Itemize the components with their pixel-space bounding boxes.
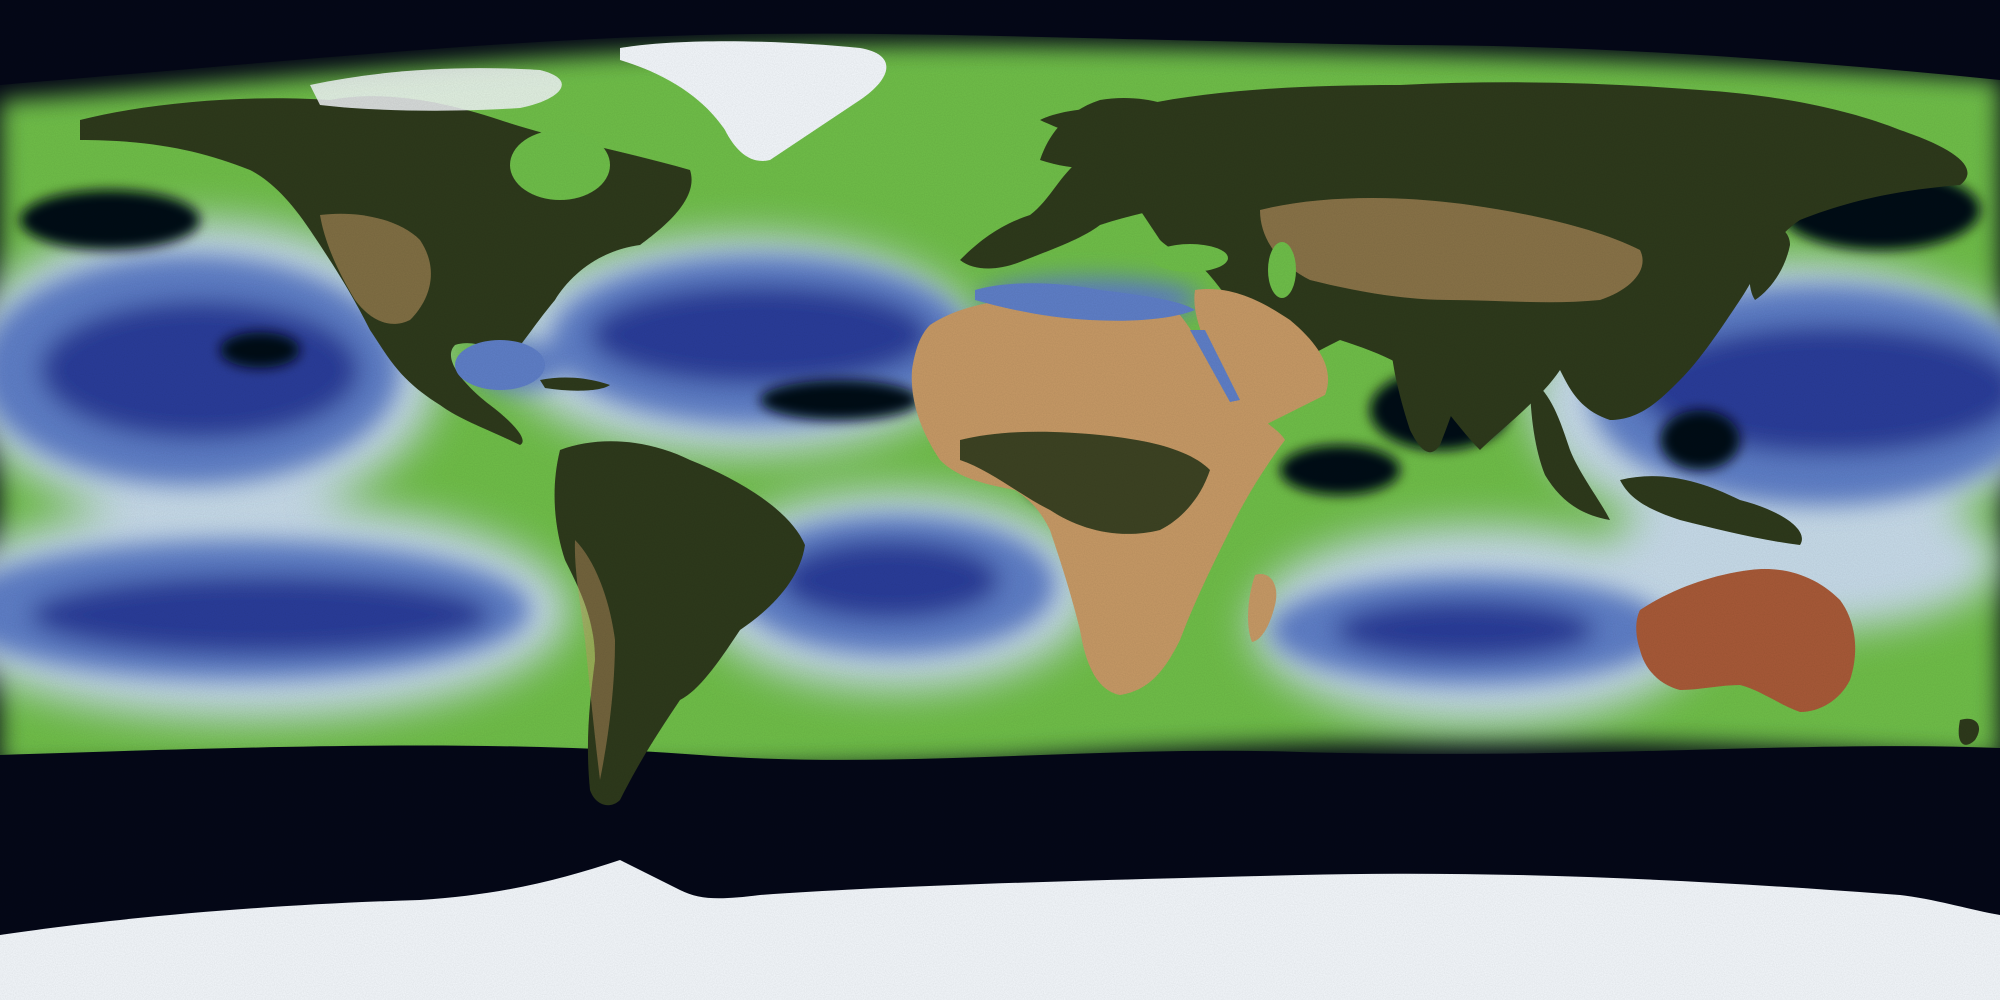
world-chlorophyll-map bbox=[0, 0, 2000, 1000]
texture-overlay bbox=[0, 0, 2000, 1000]
